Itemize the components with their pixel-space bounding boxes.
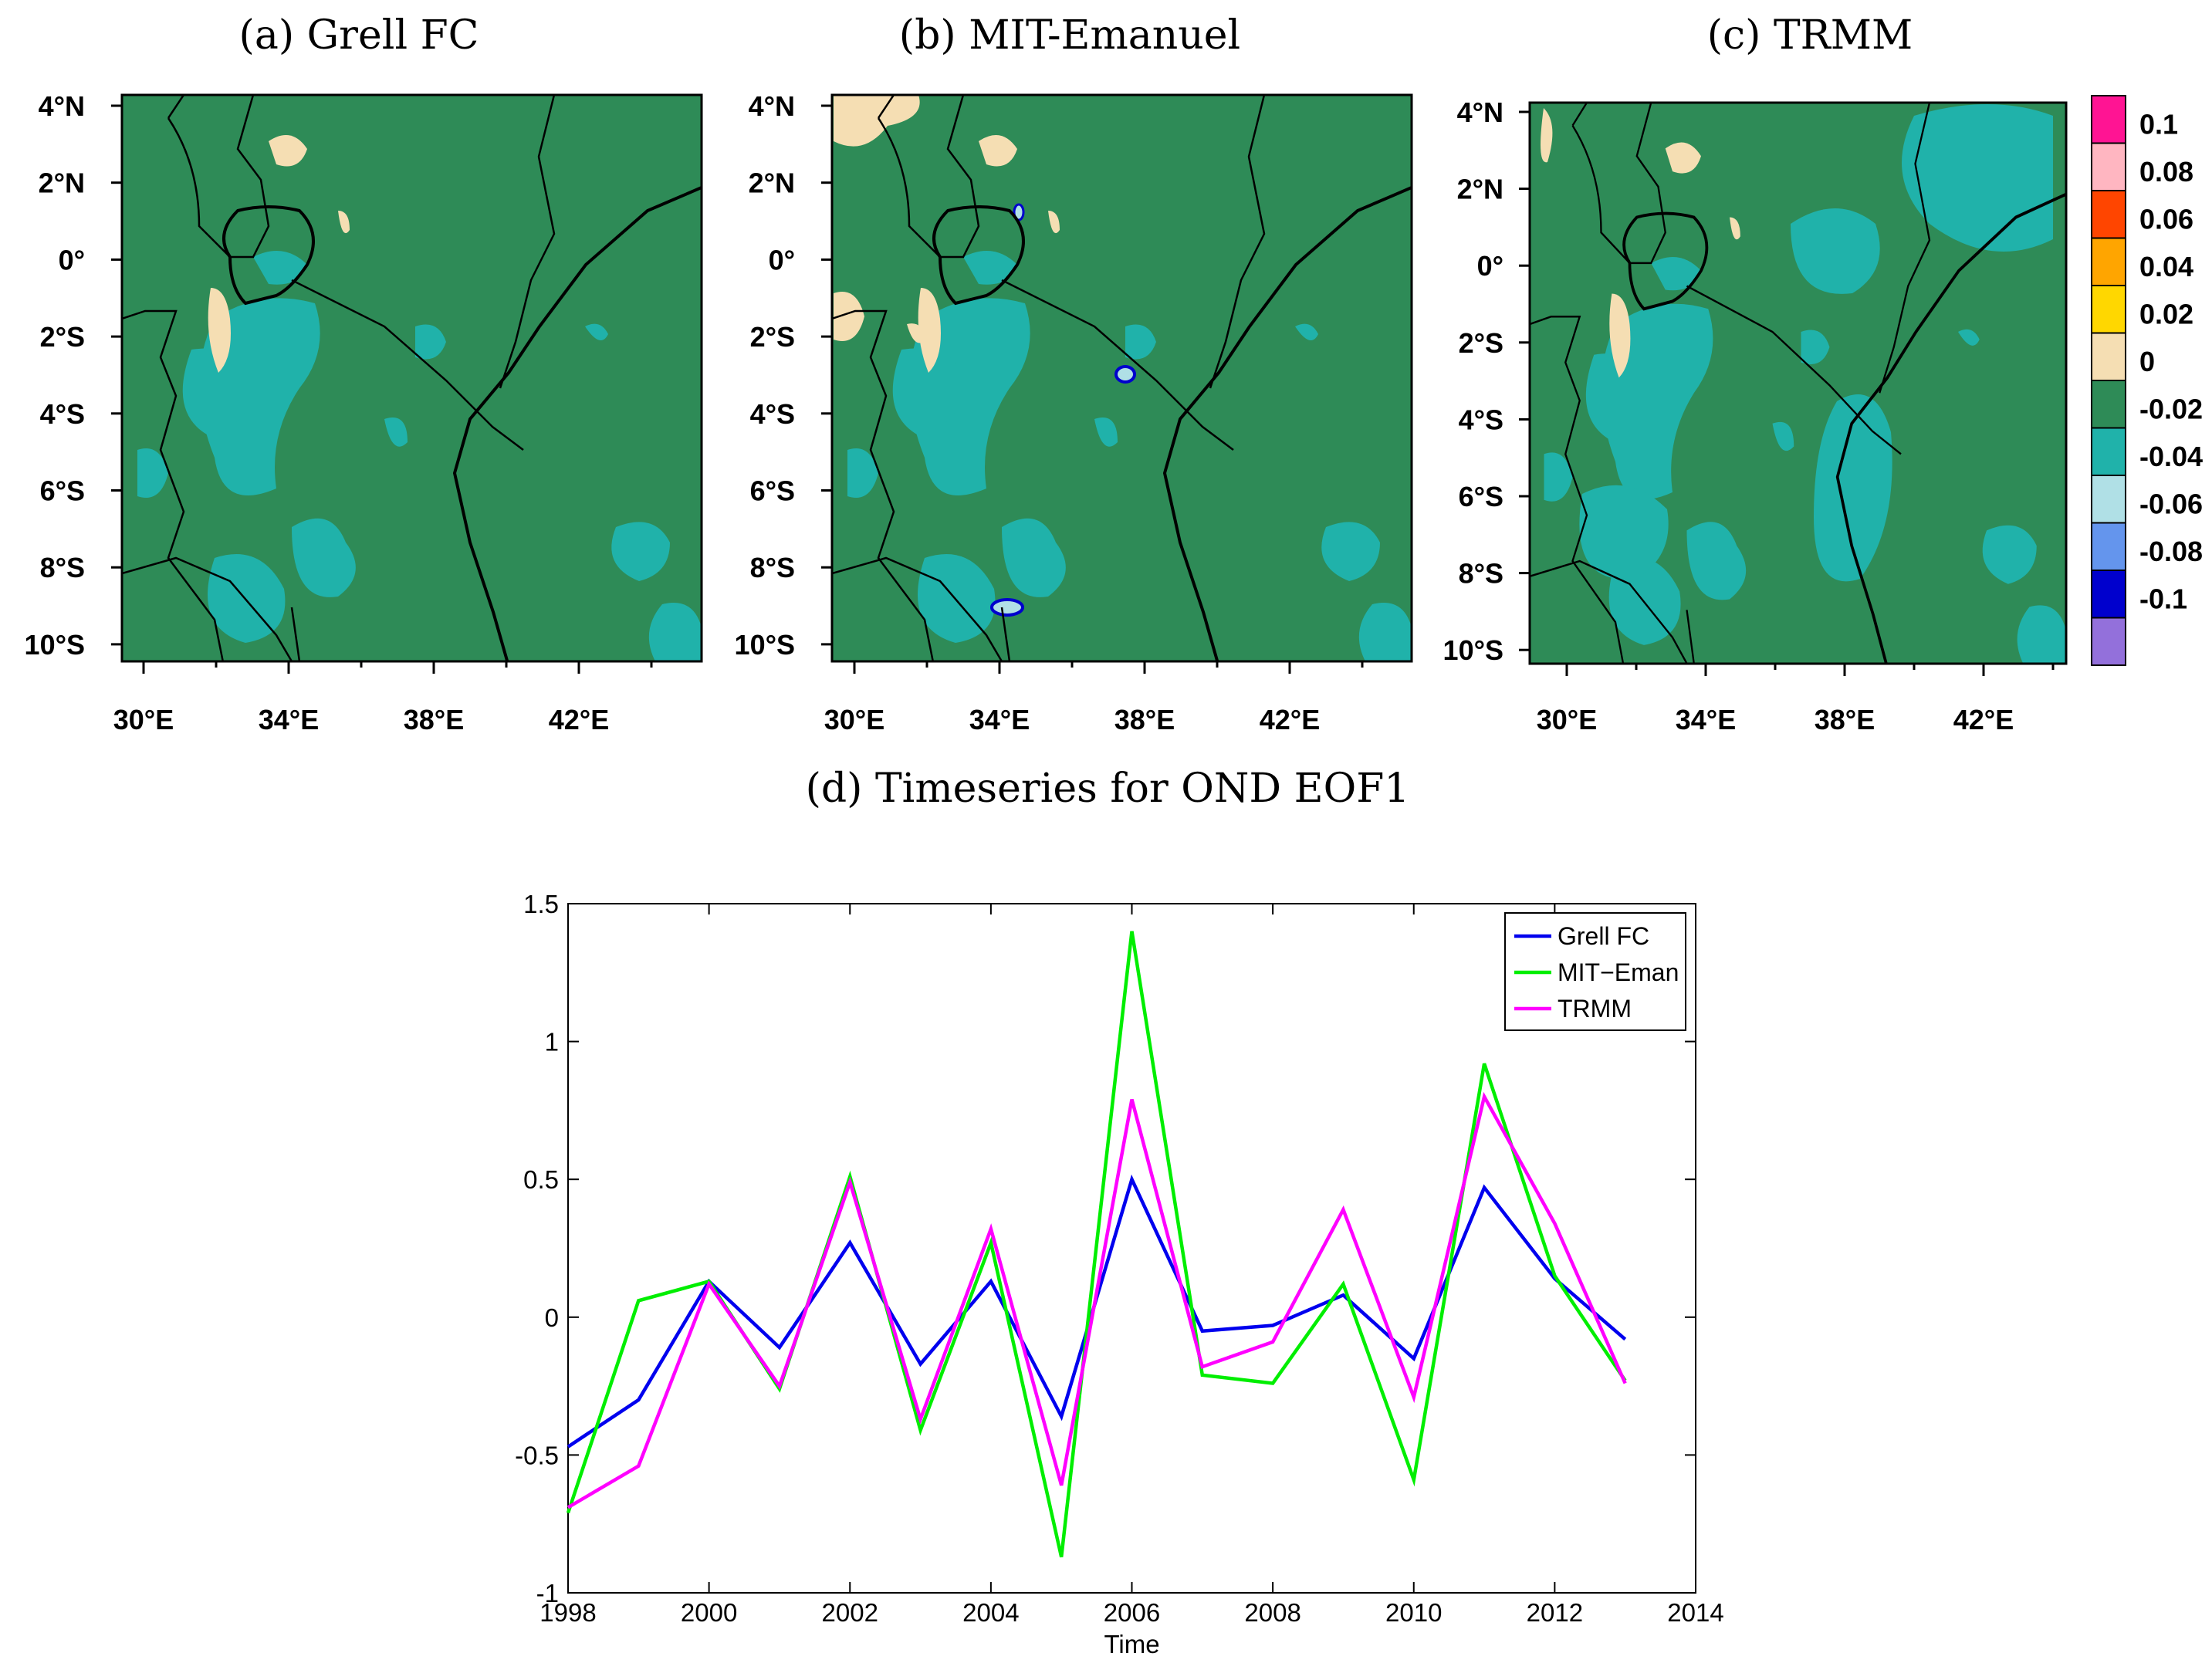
- colorbar-label: -0.04: [2139, 441, 2203, 472]
- chart-title: (d) Timeseries for OND EOF1: [806, 766, 1410, 812]
- colorbar-swatch: [2091, 95, 2126, 144]
- colorbar-swatch: [2091, 190, 2126, 239]
- y-tick-label: -1: [536, 1579, 559, 1607]
- lat-label: 10°S: [735, 629, 795, 661]
- colorbar-label: 0.08: [2139, 156, 2193, 188]
- legend-label: Grell FC: [1558, 922, 1649, 950]
- timeseries-chart: 1998 2000 2002 2004 2006 2008 2010 2012 2014 -1 -0…: [515, 890, 1724, 1658]
- lat-label: 4°S: [1459, 404, 1503, 435]
- y-tick-label: 0.5: [523, 1165, 559, 1194]
- lat-label: 2°N: [1457, 174, 1503, 205]
- colorbar-swatch: [2091, 475, 2126, 524]
- lon-label: 30°E: [824, 704, 884, 735]
- colorbar-label: 0: [2139, 346, 2155, 377]
- lon-label: 38°E: [1815, 704, 1875, 735]
- y-tick-label: 0: [545, 1303, 559, 1332]
- colorbar-swatch: [2091, 332, 2126, 381]
- colorbar-swatch: [2091, 380, 2126, 429]
- colorbar-label: 0.06: [2139, 204, 2193, 235]
- lat-label: 2°S: [750, 321, 795, 353]
- colorbar-label: -0.1: [2139, 583, 2187, 615]
- lat-label: 4°S: [750, 398, 795, 430]
- x-axis-label: Time: [1104, 1630, 1159, 1658]
- lat-label: 8°S: [40, 552, 85, 583]
- x-tick-label: 2002: [822, 1598, 878, 1627]
- y-tick-label: 1.5: [523, 890, 559, 918]
- lat-label: 0°: [59, 244, 85, 276]
- lon-label: 38°E: [404, 704, 464, 735]
- lat-label: 6°S: [750, 475, 795, 507]
- lat-label: 0°: [769, 244, 795, 276]
- lon-label: 34°E: [1676, 704, 1736, 735]
- lat-label: 10°S: [25, 629, 85, 661]
- lon-label: 34°E: [259, 704, 319, 735]
- x-tick-label: 2008: [1244, 1598, 1300, 1627]
- map-panel-c: [1528, 101, 2068, 665]
- lat-label: 4°S: [40, 398, 85, 430]
- colorbar-swatch: [2091, 237, 2126, 286]
- lat-label: 2°S: [1459, 327, 1503, 359]
- lat-label: 8°S: [750, 552, 795, 583]
- x-tick-label: 2010: [1385, 1598, 1442, 1627]
- map-title-a: (a) Grell FC: [239, 12, 479, 59]
- colorbar: 0.1 0.08 0.06 0.04 0.02 0 -0.02 -0.04 -0.06 -0.08…: [2091, 95, 2203, 666]
- x-tick-label: 2014: [1667, 1598, 1723, 1627]
- colorbar-swatch: [2091, 522, 2126, 571]
- lon-label: 30°E: [113, 704, 174, 735]
- map-title-b: (b) MIT-Emanuel: [899, 12, 1240, 59]
- lon-label: 42°E: [1260, 704, 1320, 735]
- legend-label: MIT−Eman: [1558, 958, 1679, 986]
- lat-label: 6°S: [40, 475, 85, 507]
- lat-label: 0°: [1477, 250, 1503, 282]
- lon-label: 38°E: [1114, 704, 1175, 735]
- lon-label: 42°E: [1953, 704, 2014, 735]
- x-tick-label: 2012: [1527, 1598, 1583, 1627]
- colorbar-swatch: [2091, 427, 2126, 476]
- lon-label: 42°E: [549, 704, 609, 735]
- colorbar-label: -0.06: [2139, 488, 2203, 520]
- colorbar-label: -0.08: [2139, 536, 2203, 567]
- lat-label: 4°N: [749, 90, 795, 122]
- lat-label: 2°N: [749, 167, 795, 199]
- colorbar-label: -0.02: [2139, 394, 2203, 425]
- colorbar-swatch: [2091, 142, 2126, 191]
- colorbar-label: 0.02: [2139, 299, 2193, 330]
- map-panel-b: [830, 93, 1413, 663]
- x-tick-label: 2000: [681, 1598, 737, 1627]
- lat-label: 4°N: [1457, 96, 1503, 128]
- lon-label: 34°E: [969, 704, 1030, 735]
- x-tick-label: 2006: [1104, 1598, 1160, 1627]
- lat-label: 6°S: [1459, 481, 1503, 512]
- colorbar-label: 0.04: [2139, 251, 2193, 282]
- lat-label: 8°S: [1459, 558, 1503, 590]
- colorbar-swatch: [2091, 570, 2126, 619]
- map-ticks: 4°N 2°N 0° 2°S 4°S 6°S 8°S 10°S 30°E 34°E 38°E 42°E…: [25, 90, 2055, 735]
- lat-label: 2°S: [40, 321, 85, 353]
- legend-label: TRMM: [1558, 995, 1632, 1023]
- map-title-c: (c) TRMM: [1707, 12, 1913, 59]
- y-tick-label: 1: [545, 1028, 559, 1056]
- lat-label: 2°N: [39, 167, 85, 199]
- colorbar-label: 0.1: [2139, 109, 2178, 140]
- colorbar-swatch: [2091, 617, 2126, 666]
- lon-label: 30°E: [1537, 704, 1597, 735]
- y-tick-label: -0.5: [515, 1441, 559, 1469]
- series-line-2: [567, 1091, 1627, 1509]
- map-panel-a: [120, 93, 703, 663]
- colorbar-swatch: [2091, 285, 2126, 334]
- x-tick-label: 2004: [962, 1598, 1019, 1627]
- x-tick-label: 1998: [539, 1598, 596, 1627]
- lat-label: 10°S: [1443, 634, 1503, 666]
- lat-label: 4°N: [39, 90, 85, 122]
